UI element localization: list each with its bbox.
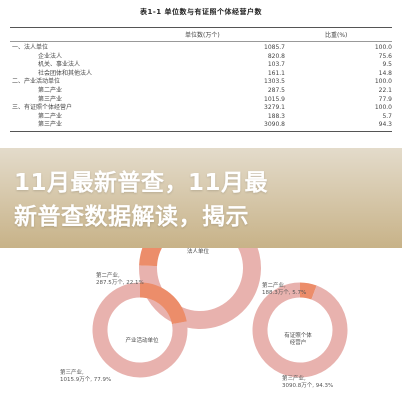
row-share: 9.5 <box>382 61 392 69</box>
chart2-label-secondary-value: 287.5万个, 22.1% <box>96 280 144 286</box>
table-row: 三、有证照个体经营户 3279.1 100.0 <box>10 104 392 112</box>
row-count: 287.5 <box>267 87 285 94</box>
chart3-label-tertiary-value: 3090.8万个, 94.3% <box>282 383 334 389</box>
row-label: 机关、事业法人 <box>38 61 81 69</box>
row-share: 77.9 <box>378 95 392 103</box>
row-label: 第二产业 <box>38 87 63 94</box>
row-label: 社会团体和其他法人 <box>38 69 93 77</box>
chart2-slice-1 <box>139 282 187 325</box>
row-count: 3090.8 <box>264 121 285 129</box>
chart2-label-secondary-name: 第二产业, <box>96 273 120 279</box>
row-count: 1085.7 <box>264 44 285 51</box>
table-bottom-rule <box>10 131 392 132</box>
chart1-slice-1 <box>139 248 261 329</box>
article-title: 11月最新普查，11月最 新普查数据解读，揭示 <box>14 166 394 234</box>
table-row: 二、产业活动单位 1303.5 100.0 <box>10 78 392 86</box>
col-count-header: 单位数(万个) <box>185 32 220 39</box>
chart3-label-tertiary: 第三产业, 3090.8万个, 94.3% <box>282 376 333 390</box>
row-label: 二、产业活动单位 <box>12 78 61 86</box>
chart2-label-tertiary-value: 1015.9万个, 77.9% <box>60 377 112 383</box>
table-row: 第二产业 188.3 5.7 <box>10 113 392 121</box>
chart1-slice-2 <box>139 248 163 267</box>
row-share: 100.0 <box>374 104 392 112</box>
chart3-label-secondary: 第二产业, 188.3万个, 5.7% <box>262 283 306 297</box>
table-row: 第二产业 287.5 22.1 <box>10 87 392 95</box>
chart3-center-label: 有证照个体 经营户 <box>284 333 312 346</box>
chart2-slice-2 <box>92 282 188 378</box>
row-label: 一、法人单位 <box>12 44 49 51</box>
row-share: 14.8 <box>378 69 392 77</box>
table-row: 社会团体和其他法人 161.1 14.8 <box>10 70 392 78</box>
row-share: 100.0 <box>374 44 392 51</box>
article-title-banner: 11月最新普查，11月最 新普查数据解读，揭示 <box>0 148 402 248</box>
table-header-rule <box>10 41 392 42</box>
row-label: 第三产业 <box>38 121 63 129</box>
row-share: 75.6 <box>378 52 392 60</box>
row-count: 1015.9 <box>264 95 285 103</box>
row-count: 103.7 <box>267 61 285 69</box>
article-title-line2: 新普查数据解读，揭示 <box>14 204 249 230</box>
chart1-center-label: 法人单位 <box>186 249 209 255</box>
chart2-label-tertiary-name: 第三产业, <box>60 370 84 376</box>
row-label: 企业法人 <box>38 52 63 60</box>
row-count: 188.3 <box>267 112 285 120</box>
row-count: 820.8 <box>267 52 285 60</box>
chart3-slice-2 <box>252 282 348 378</box>
table-row: 第三产业 3090.8 94.3 <box>10 121 392 129</box>
table-row: 机关、事业法人 103.7 9.5 <box>10 61 392 69</box>
chart2-label-secondary: 第二产业, 287.5万个, 22.1% <box>96 273 144 287</box>
pie-charts-figure <box>92 248 348 378</box>
row-share: 22.1 <box>378 87 392 94</box>
row-label: 第二产业 <box>38 112 63 120</box>
chart3-label-secondary-value: 188.3万个, 5.7% <box>262 290 307 296</box>
row-share: 94.3 <box>378 121 392 129</box>
row-count: 161.1 <box>267 69 285 77</box>
row-share: 100.0 <box>374 78 392 86</box>
col-share-header: 比重(%) <box>325 32 348 39</box>
row-label: 三、有证照个体经营户 <box>12 104 73 112</box>
row-count: 3279.1 <box>264 104 285 112</box>
table-row: 企业法人 820.8 75.6 <box>10 53 392 61</box>
table-row: 第三产业 1015.9 77.9 <box>10 96 392 104</box>
table-title: 表1-1 单位数与有证照个体经营户数 <box>139 8 263 16</box>
row-share: 5.7 <box>382 112 392 120</box>
chart2-center-label: 产业活动单位 <box>125 338 159 344</box>
chart3-slice-1 <box>299 282 317 300</box>
row-label: 第三产业 <box>38 95 63 103</box>
chart3-label-secondary-name: 第二产业, <box>262 283 286 289</box>
chart2-label-tertiary: 第三产业, 1015.9万个, 77.9% <box>60 370 111 384</box>
row-count: 1303.5 <box>264 78 285 86</box>
table-row: 一、法人单位 1085.7 100.0 <box>10 44 392 52</box>
chart3-label-tertiary-name: 第三产业, <box>282 376 306 382</box>
table-top-rule <box>10 27 392 28</box>
article-title-line1: 11月最新普查，11月最 <box>14 170 269 196</box>
